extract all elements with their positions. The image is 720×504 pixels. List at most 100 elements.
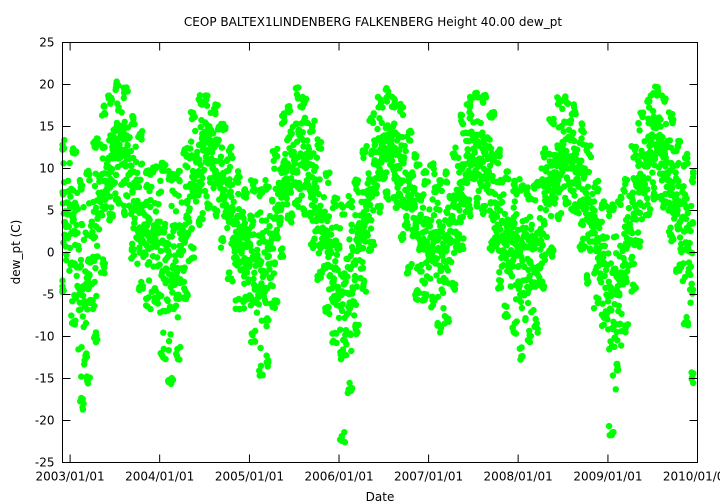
data-point	[148, 183, 155, 191]
data-point	[440, 305, 447, 312]
data-point	[200, 166, 208, 174]
data-point	[543, 233, 550, 241]
data-point	[429, 302, 437, 309]
data-point	[355, 321, 362, 329]
data-point	[66, 159, 73, 167]
data-point	[184, 198, 191, 205]
data-point	[688, 202, 695, 210]
data-point	[616, 292, 623, 299]
data-point	[474, 194, 481, 201]
data-point	[206, 201, 213, 209]
data-point	[607, 260, 615, 267]
data-point	[497, 277, 505, 285]
data-point	[248, 247, 255, 255]
data-point	[391, 104, 398, 111]
data-point	[188, 255, 195, 262]
data-point	[596, 224, 603, 232]
data-point	[175, 192, 182, 199]
data-point	[123, 176, 130, 183]
data-point	[557, 210, 564, 217]
data-point	[338, 436, 345, 443]
data-point	[74, 229, 81, 237]
data-point	[593, 294, 600, 301]
data-point	[359, 264, 367, 272]
data-point	[138, 160, 146, 167]
data-point	[265, 252, 272, 260]
data-point	[614, 337, 621, 344]
data-point	[346, 379, 353, 387]
data-point	[197, 187, 204, 195]
data-point	[157, 177, 164, 184]
data-point	[230, 198, 237, 205]
data-point	[277, 214, 284, 221]
data-point	[541, 256, 549, 264]
data-point	[638, 216, 645, 223]
data-point	[239, 208, 247, 216]
data-point	[92, 144, 99, 151]
data-point	[605, 212, 613, 220]
data-point	[248, 213, 255, 220]
data-point	[273, 226, 281, 234]
data-point	[91, 233, 99, 241]
data-point	[99, 155, 106, 162]
data-point	[165, 338, 173, 345]
data-point	[525, 266, 532, 274]
data-point	[234, 168, 242, 175]
data-point	[442, 168, 450, 175]
data-point	[517, 298, 525, 306]
data-point	[316, 176, 323, 183]
data-point	[315, 250, 323, 257]
data-point	[263, 352, 270, 359]
data-point	[609, 429, 617, 436]
data-point	[465, 205, 472, 212]
data-point	[550, 247, 557, 255]
data-point	[552, 194, 559, 202]
data-point	[137, 176, 144, 183]
data-point	[159, 164, 166, 171]
data-point	[269, 245, 277, 252]
data-point	[186, 205, 193, 212]
data-point	[86, 177, 93, 184]
data-point	[181, 147, 188, 154]
data-point	[502, 174, 509, 181]
data-point	[433, 272, 440, 279]
data-point	[459, 213, 466, 221]
data-point	[164, 297, 171, 304]
data-point	[457, 111, 465, 118]
data-point	[401, 154, 408, 161]
data-point	[215, 136, 222, 143]
data-point	[72, 295, 80, 302]
data-point	[648, 141, 655, 148]
data-point	[86, 271, 93, 278]
data-point	[98, 212, 106, 219]
data-point	[383, 85, 390, 92]
data-point	[526, 327, 533, 335]
data-point	[555, 215, 562, 223]
data-point	[396, 164, 403, 171]
data-point	[480, 99, 487, 106]
data-point	[571, 203, 578, 211]
data-point	[101, 270, 108, 277]
data-point	[376, 209, 383, 216]
data-point	[343, 352, 350, 359]
data-point	[585, 168, 593, 176]
data-point	[77, 256, 85, 264]
data-point	[301, 114, 309, 122]
data-point	[595, 177, 602, 185]
data-point	[196, 221, 203, 229]
data-point	[399, 133, 406, 141]
data-point	[429, 293, 436, 300]
data-point	[197, 123, 204, 131]
data-point	[584, 183, 592, 190]
data-point	[367, 201, 374, 209]
data-point	[578, 157, 585, 164]
data-point	[499, 198, 506, 206]
data-point	[684, 209, 691, 217]
data-point	[192, 127, 199, 135]
data-point	[609, 372, 617, 379]
data-point	[562, 97, 569, 104]
data-point	[148, 244, 155, 251]
data-point	[309, 243, 317, 251]
data-point	[560, 128, 567, 135]
data-point	[601, 242, 609, 250]
